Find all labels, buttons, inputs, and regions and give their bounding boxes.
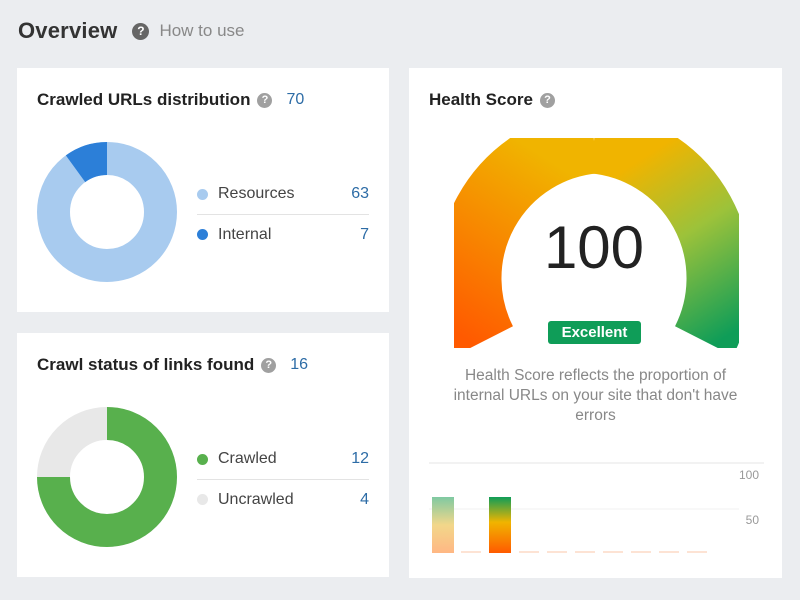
history-bar-empty[interactable] [631, 551, 651, 553]
crawled-urls-donut[interactable] [37, 142, 177, 282]
donut-segment-internal[interactable] [65, 142, 108, 183]
crawl-status-total[interactable]: 16 [290, 356, 309, 373]
legend-value[interactable]: 63 [351, 185, 369, 202]
overview-header: Overview ? How to use [18, 18, 245, 44]
question-icon[interactable]: ? [261, 357, 277, 373]
history-bar-empty[interactable] [461, 551, 481, 553]
donut-segment-resources[interactable] [37, 142, 177, 282]
history-bar-empty[interactable] [519, 551, 539, 553]
how-to-use-link[interactable]: How to use [159, 21, 245, 40]
history-bar-empty[interactable] [575, 551, 595, 553]
health-rating-badge: Excellent [548, 321, 641, 344]
legend-label: Internal [218, 225, 272, 243]
legend-label: Crawled [218, 450, 277, 467]
crawl-status-legend: Crawled 12 Uncrawled 4 [197, 439, 369, 519]
history-bar[interactable] [432, 497, 454, 553]
crawled-urls-title-row: Crawled URLs distribution ? 70 [37, 90, 304, 110]
health-score-card: Health Score ? 100 Excellent Health Scor… [409, 68, 782, 578]
crawl-status-title: Crawl status of links found [37, 355, 255, 374]
history-bar-empty[interactable] [687, 551, 707, 553]
gauge-arc-left [436, 108, 598, 356]
health-gauge: 100 [436, 108, 752, 356]
legend-value[interactable]: 7 [360, 225, 369, 243]
gauge-svg: 100 [436, 108, 752, 356]
question-icon[interactable]: ? [539, 92, 555, 108]
question-icon[interactable]: ? [132, 22, 150, 40]
legend-value[interactable]: 12 [351, 450, 369, 467]
crawled-urls-legend: Resources 63 Internal 7 [197, 174, 369, 254]
question-icon[interactable]: ? [257, 92, 273, 108]
history-bar-empty[interactable] [603, 551, 623, 553]
crawl-status-title-row: Crawl status of links found ? 16 [37, 355, 308, 375]
history-bar-empty[interactable] [547, 551, 567, 553]
health-score-value: 100 [544, 214, 644, 281]
crawl-status-card: Crawl status of links found ? 16 Crawled… [17, 333, 389, 577]
crawled-urls-card: Crawled URLs distribution ? 70 Resources… [17, 68, 389, 312]
legend-dot [197, 229, 208, 240]
legend-dot [197, 188, 208, 200]
legend-label: Resources [218, 185, 295, 202]
history-bar[interactable] [489, 497, 511, 553]
health-history-chart[interactable]: 100 50 [429, 462, 764, 557]
crawl-status-donut[interactable] [37, 407, 177, 547]
health-score-title: Health Score [429, 90, 533, 109]
crawled-urls-title: Crawled URLs distribution [37, 90, 251, 109]
crawled-urls-total[interactable]: 70 [286, 91, 305, 108]
legend-row-crawled[interactable]: Crawled 12 [197, 439, 369, 479]
health-score-title-row: Health Score ? [429, 90, 555, 110]
axis-label-100: 100 [739, 468, 759, 482]
history-bar-empty[interactable] [659, 551, 679, 553]
legend-row-resources[interactable]: Resources 63 [197, 174, 369, 214]
legend-row-internal[interactable]: Internal 7 [197, 214, 369, 254]
history-baseline-stubs [461, 551, 707, 553]
legend-row-uncrawled[interactable]: Uncrawled 4 [197, 479, 369, 519]
health-score-description: Health Score reflects the proportion of … [453, 367, 738, 424]
legend-dot [197, 494, 208, 505]
donut-segment-crawled[interactable] [37, 407, 177, 547]
page-title: Overview [18, 18, 118, 43]
axis-label-50: 50 [746, 513, 760, 527]
legend-label: Uncrawled [218, 490, 294, 508]
gauge-arc-right [590, 108, 752, 356]
legend-dot [197, 453, 208, 465]
legend-value[interactable]: 4 [360, 490, 369, 508]
